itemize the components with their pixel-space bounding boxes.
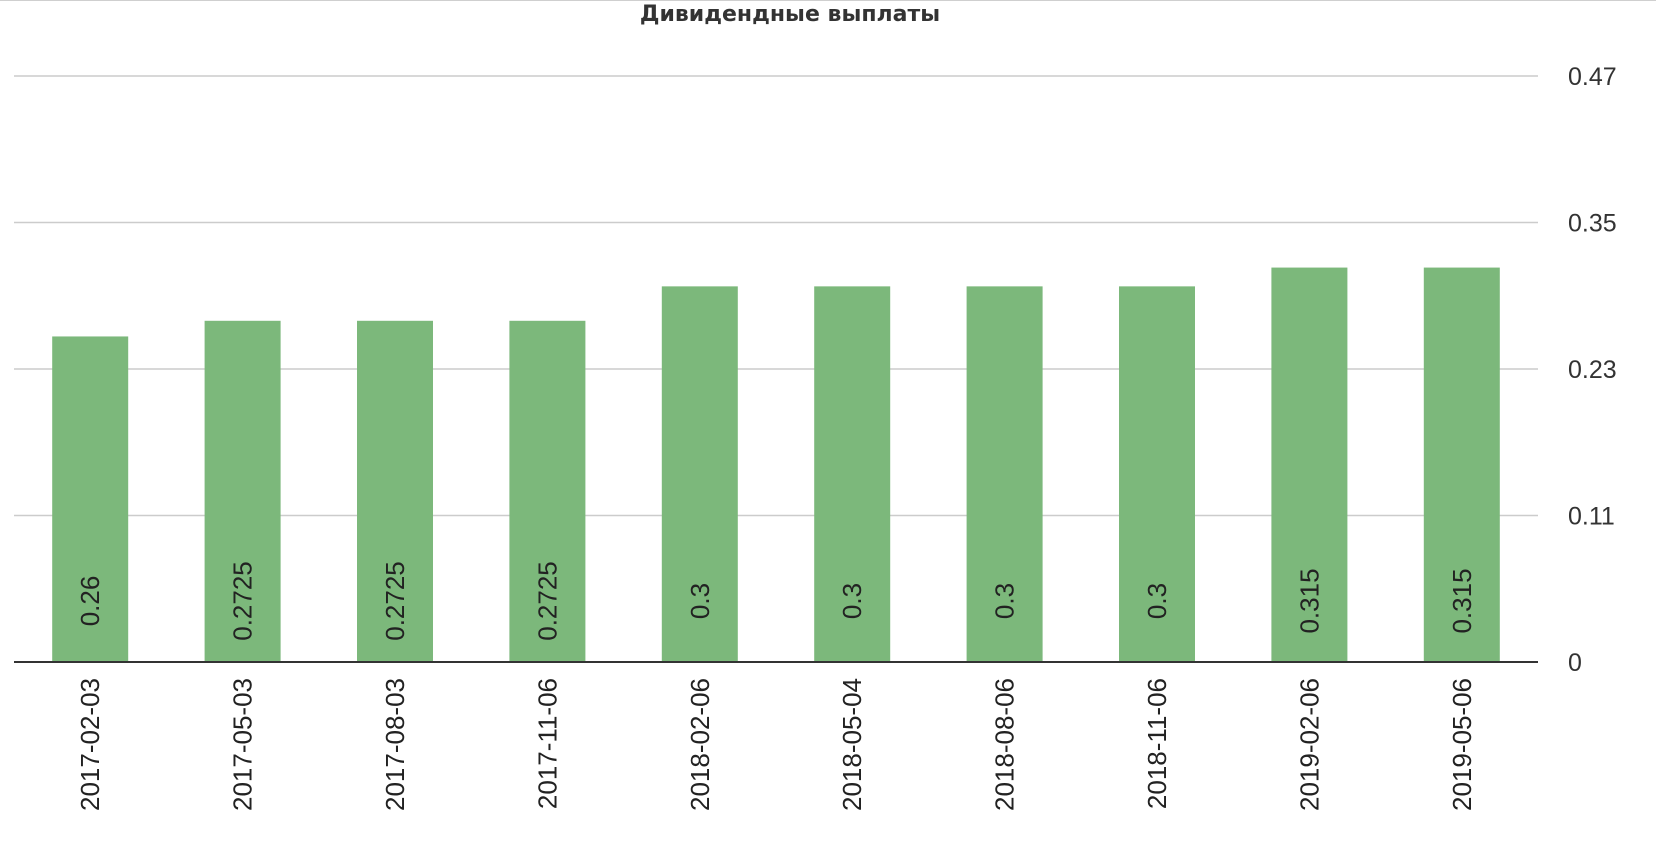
bar	[52, 336, 129, 662]
y-tick-label: 0.23	[1568, 356, 1617, 384]
data-label: 0.3	[990, 583, 1020, 619]
x-tick-label: 2017-11-06	[532, 678, 562, 809]
data-label: 0.3	[1142, 583, 1172, 619]
bar	[1271, 267, 1348, 662]
bar	[966, 286, 1043, 662]
x-tick-label: 2017-08-03	[380, 678, 410, 811]
data-label: 0.2725	[228, 561, 258, 641]
bars: 0.26 0.2725 0.2725 0.2725 0.3 0.3 0.3 0.3 0.315 0…	[52, 267, 1500, 662]
bar	[509, 320, 586, 662]
x-tick-label: 2019-05-06	[1447, 678, 1477, 811]
x-tick-label: 2017-05-03	[228, 678, 258, 811]
bar	[357, 320, 433, 662]
data-label: 0.2725	[380, 561, 410, 641]
bar	[1119, 286, 1195, 662]
bar	[1423, 267, 1500, 662]
data-label: 0.315	[1447, 568, 1477, 633]
x-tick-label: 2018-08-06	[990, 678, 1020, 811]
x-tick-label: 2017-02-03	[75, 678, 105, 811]
chart-title: Дивидендные выплаты	[639, 2, 941, 27]
x-tick-label: 2018-05-04	[837, 678, 867, 811]
y-tick-label: 0.47	[1568, 63, 1617, 91]
data-label: 0.3	[685, 583, 715, 619]
x-tick-label: 2018-11-06	[1142, 678, 1172, 809]
bar	[814, 286, 891, 662]
bar	[661, 286, 738, 662]
data-label: 0.26	[75, 576, 105, 627]
data-label: 0.2725	[532, 561, 562, 641]
data-label: 0.315	[1294, 568, 1324, 633]
y-tick-label: 0	[1568, 649, 1582, 677]
data-label: 0.3	[837, 583, 867, 619]
x-tick-label: 2018-02-06	[685, 678, 715, 811]
y-tick-label: 0.11	[1568, 503, 1615, 531]
axes: 0 0.11 0.23 0.35 0.47 2017-02-03 2017-05-03 201…	[14, 63, 1617, 811]
x-tick-label: 2019-02-06	[1294, 678, 1324, 811]
bar	[204, 320, 281, 662]
y-tick-label: 0.35	[1568, 210, 1617, 238]
